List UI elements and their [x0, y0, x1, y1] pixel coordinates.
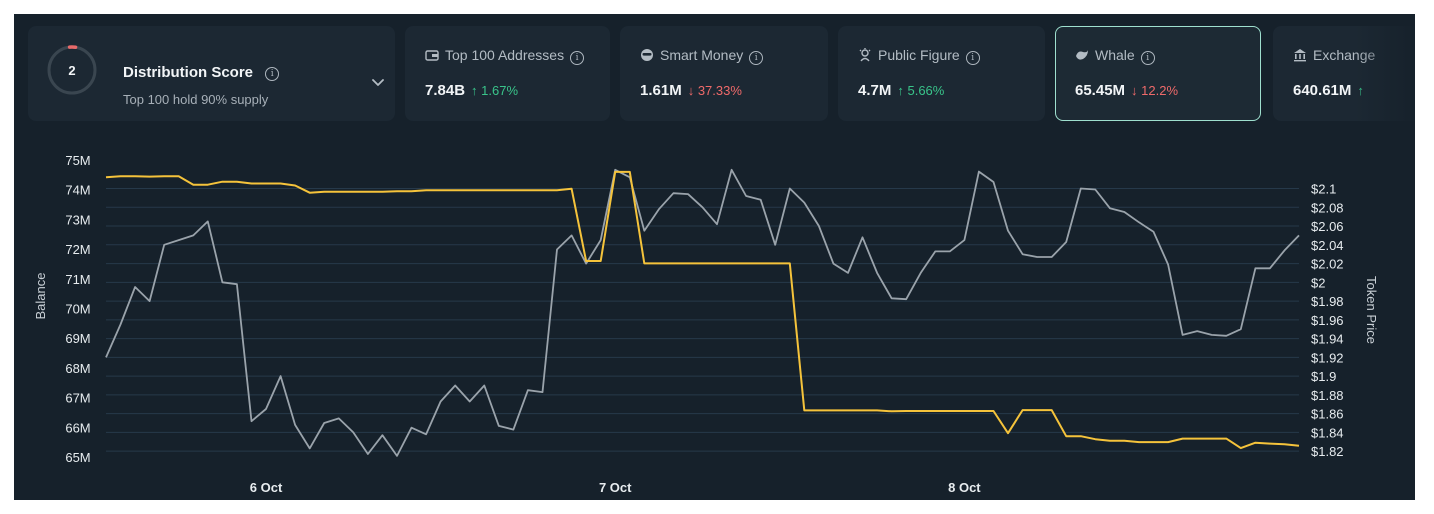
- metric-value: 7.84B: [425, 82, 466, 99]
- y-right-tick-label: $2.1: [1311, 182, 1336, 197]
- info-icon[interactable]: i: [965, 51, 980, 65]
- y-right-tick-label: $1.94: [1311, 332, 1344, 347]
- x-tick-label: 8 Oct: [948, 480, 981, 495]
- metric-label: Top 100 Addresses: [445, 47, 565, 63]
- metric-change: ↑ 5.66%: [897, 83, 945, 98]
- distribution-score-card[interactable]: 2 Distribution Score i Top 100 hold 90% …: [28, 26, 395, 121]
- y-right-tick-label: $1.88: [1311, 388, 1344, 403]
- y-right-tick-label: $1.96: [1311, 313, 1344, 328]
- token-holders-panel: 2 Distribution Score i Top 100 hold 90% …: [14, 14, 1415, 500]
- info-icon[interactable]: i: [265, 67, 280, 81]
- distribution-score-title: Distribution Score i: [123, 64, 280, 81]
- y-axis-left-label: Balance: [33, 273, 48, 320]
- y-right-tick-label: $1.92: [1311, 350, 1344, 365]
- distribution-score-subtitle: Top 100 hold 90% supply: [123, 92, 269, 107]
- metric-card-smart-money[interactable]: Smart Money i 1.61M ↓ 37.33%: [620, 26, 828, 121]
- public-figure-icon: [859, 48, 871, 62]
- metric-value: 4.7M: [858, 82, 892, 99]
- metric-value: 640.61M: [1293, 82, 1352, 99]
- y-left-tick-label: 74M: [65, 183, 90, 198]
- y-right-tick-label: $1.84: [1311, 425, 1344, 440]
- wallet-icon: [425, 50, 439, 61]
- y-right-tick-label: $1.82: [1311, 444, 1344, 459]
- distribution-score-value: 2: [68, 63, 75, 78]
- y-right-tick-label: $2.08: [1311, 200, 1344, 215]
- metric-value: 65.45M: [1075, 82, 1126, 99]
- token-price-series-line[interactable]: [105, 168, 1300, 457]
- y-axis-right-label: Token Price: [1364, 276, 1379, 344]
- distribution-score-ring: 2: [47, 45, 97, 95]
- y-right-tick-label: $2.04: [1311, 238, 1344, 253]
- y-right-tick-label: $2.06: [1311, 219, 1344, 234]
- balance-price-chart: 65M 66M 67M 68M 69M 70M 71M 72M 73M 74M 75M $1.82 $…: [33, 153, 1379, 495]
- y-left-tick-label: 65M: [65, 450, 90, 465]
- y-left-tick-label: 66M: [65, 420, 90, 435]
- metric-value: 1.61M: [640, 82, 682, 99]
- y-left-tick-label: 72M: [65, 242, 90, 257]
- balance-series-line[interactable]: [105, 170, 1300, 450]
- y-left-tick-label: 69M: [65, 331, 90, 346]
- metric-card-whale[interactable]: Whale i 65.45M ↓ 12.2%: [1055, 26, 1261, 121]
- y-left-tick-label: 68M: [65, 361, 90, 376]
- metric-change: ↓ 37.33%: [687, 83, 742, 98]
- y-left-tick-label: 75M: [65, 153, 90, 168]
- y-left-tick-label: 67M: [65, 391, 90, 406]
- metric-card-public-figure[interactable]: Public Figure i 4.7M ↑ 5.66%: [838, 26, 1045, 121]
- info-icon[interactable]: i: [570, 51, 585, 65]
- smart-money-icon: [641, 49, 653, 61]
- y-left-tick-label: 73M: [65, 212, 90, 227]
- y-right-tick-label: $1.98: [1311, 294, 1344, 309]
- metric-label: Public Figure: [878, 47, 960, 63]
- y-right-tick-label: $1.86: [1311, 407, 1344, 422]
- metric-change: ↓ 12.2%: [1131, 83, 1179, 98]
- y-right-tick-label: $1.9: [1311, 369, 1336, 384]
- exchange-icon: [1294, 49, 1306, 62]
- info-icon[interactable]: i: [749, 51, 764, 65]
- y-left-tick-label: 71M: [65, 272, 90, 287]
- x-tick-label: 6 Oct: [250, 480, 283, 495]
- y-right-tick-label: $2.02: [1311, 257, 1344, 272]
- metric-card-top100[interactable]: Top 100 Addresses i 7.84B ↑ 1.67%: [405, 26, 610, 121]
- card-row-fade: [1355, 14, 1415, 134]
- y-right-tick-label: $2: [1311, 275, 1325, 290]
- metric-label: Smart Money: [660, 47, 744, 63]
- info-icon[interactable]: i: [1140, 51, 1155, 65]
- whale-icon: [1076, 50, 1088, 60]
- metric-label: Whale: [1095, 47, 1135, 63]
- y-left-tick-label: 70M: [65, 302, 90, 317]
- metric-change: ↑ 1.67%: [471, 83, 519, 98]
- x-tick-label: 7 Oct: [599, 480, 632, 495]
- chevron-down-icon[interactable]: [371, 78, 385, 88]
